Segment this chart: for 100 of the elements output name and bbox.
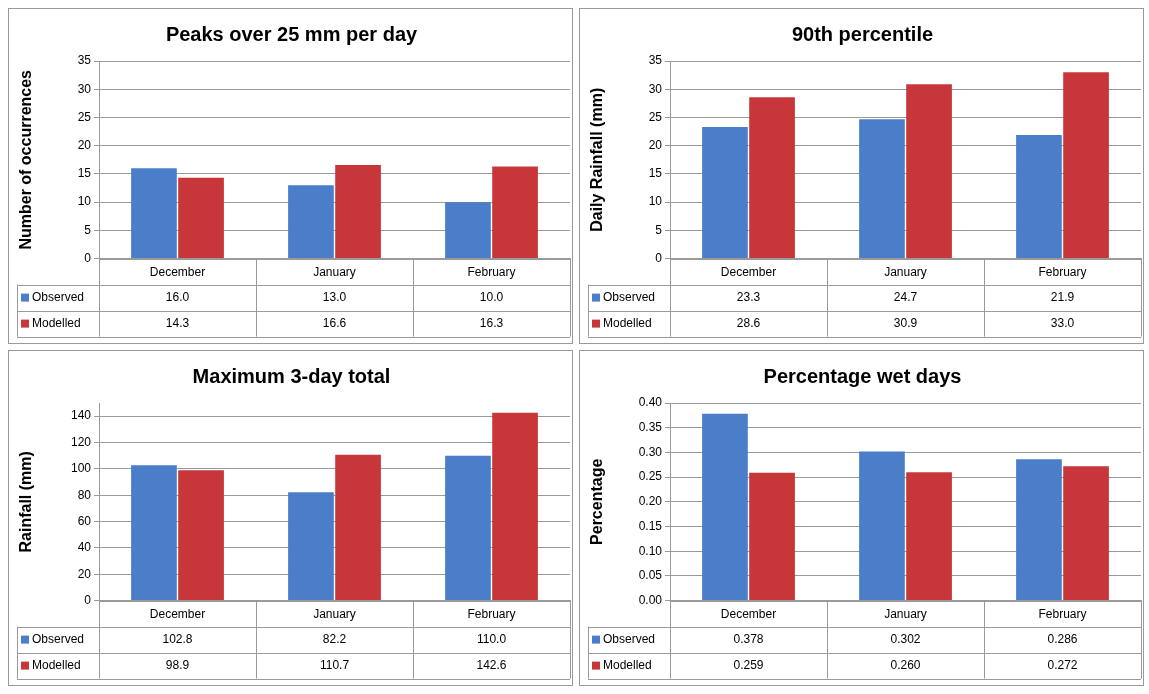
bar	[749, 97, 795, 259]
y-tick-label: 100	[70, 461, 92, 476]
y-tick-label: 40	[77, 540, 92, 555]
y-tick-label: 20	[648, 138, 663, 152]
bar	[288, 185, 334, 259]
data-label: 110.7	[319, 657, 350, 672]
y-tick-label: 5	[655, 222, 663, 237]
y-tick-label: 0	[84, 250, 92, 265]
bar	[131, 168, 177, 259]
y-tick-label: 0.20	[638, 494, 663, 509]
chart-title: 90th percentile	[791, 22, 934, 45]
y-tick-label: 60	[77, 513, 92, 528]
y-tick-label: 120	[70, 434, 92, 449]
legend-label: Modelled	[603, 315, 652, 330]
bar	[178, 470, 224, 601]
y-tick-label: 0.30	[638, 444, 663, 459]
y-axis-title: Percentage	[588, 458, 606, 545]
x-tick-label: December	[720, 607, 777, 622]
y-axis-title: Number of occurrences	[17, 69, 35, 250]
data-label: 10.0	[479, 289, 504, 304]
y-tick-label: 140	[70, 408, 92, 423]
x-tick-label: December	[149, 607, 206, 622]
bar	[445, 202, 491, 259]
x-tick-label: January	[313, 265, 356, 280]
data-label: 102.8	[162, 631, 193, 646]
bar	[492, 412, 538, 601]
bar	[1063, 72, 1109, 259]
legend-label: Observed	[32, 631, 85, 646]
data-label: 98.9	[165, 657, 190, 672]
bar	[859, 119, 905, 259]
y-axis-title: Rainfall (mm)	[17, 451, 35, 553]
x-tick-label: December	[149, 265, 206, 280]
data-label: 16.6	[322, 315, 347, 330]
bar	[749, 472, 795, 601]
y-tick-label: 10	[648, 194, 663, 209]
data-label: 28.6	[736, 315, 761, 330]
bar	[906, 84, 952, 259]
y-tick-label: 35	[648, 53, 663, 68]
data-label: 0.259	[733, 657, 764, 672]
y-tick-label: 5	[84, 222, 92, 237]
y-tick-label: 0.35	[638, 420, 663, 435]
y-tick-label: 0.15	[638, 518, 663, 533]
y-tick-label: 15	[77, 166, 92, 181]
bar	[702, 127, 748, 259]
data-label: 24.7	[893, 289, 918, 304]
y-tick-label: 80	[77, 487, 92, 502]
y-tick-label: 0	[655, 250, 663, 265]
legend-label: Observed	[32, 289, 85, 304]
data-label: 16.0	[165, 289, 190, 304]
data-label: 14.3	[165, 315, 190, 330]
bar	[1016, 459, 1062, 601]
data-label: 30.9	[893, 315, 918, 330]
bar	[445, 455, 491, 601]
y-tick-label: 0.10	[638, 543, 663, 558]
y-tick-label: 20	[77, 566, 92, 581]
y-tick-label: 25	[77, 109, 92, 124]
y-tick-label: 0.40	[638, 395, 663, 410]
y-tick-label: 30	[77, 81, 92, 96]
data-label: 110.0	[476, 631, 507, 646]
chart-title: Maximum 3-day total	[192, 364, 391, 387]
x-tick-label: January	[884, 607, 927, 622]
bar	[1016, 134, 1062, 259]
bar	[492, 166, 538, 259]
data-label: 33.0	[1050, 315, 1075, 330]
y-tick-label: 0	[84, 592, 92, 607]
data-label: 0.378	[733, 631, 764, 646]
y-tick-label: 35	[77, 53, 92, 68]
bar	[178, 177, 224, 259]
data-label: 142.6	[476, 657, 507, 672]
y-tick-label: 15	[648, 166, 663, 181]
x-tick-label: December	[720, 265, 777, 280]
x-tick-label: February	[467, 265, 516, 280]
chart-title: Percentage wet days	[763, 364, 962, 387]
chart-title: Peaks over 25 mm per day	[165, 22, 418, 45]
x-tick-label: February	[1038, 265, 1087, 280]
legend-label: Modelled	[603, 657, 652, 672]
bar	[131, 465, 177, 601]
y-axis-title: Daily Rainfall (mm)	[588, 87, 606, 232]
x-tick-label: January	[313, 607, 356, 622]
legend-label: Observed	[603, 289, 656, 304]
bar	[288, 492, 334, 601]
bar	[906, 472, 952, 601]
x-tick-label: January	[884, 265, 927, 280]
bar	[859, 451, 905, 601]
y-tick-label: 0.25	[638, 469, 663, 484]
data-label: 0.286	[1047, 631, 1078, 646]
data-label: 23.3	[736, 289, 761, 304]
y-tick-label: 30	[648, 81, 663, 96]
data-label: 13.0	[322, 289, 347, 304]
data-label: 82.2	[322, 631, 347, 646]
legend-label: Observed	[603, 631, 656, 646]
y-tick-label: 0.00	[638, 592, 663, 607]
y-tick-label: 0.05	[638, 568, 663, 583]
data-label: 0.302	[890, 631, 921, 646]
legend-label: Modelled	[32, 657, 81, 672]
bar	[702, 413, 748, 601]
bar	[335, 454, 381, 601]
data-label: 0.272	[1047, 657, 1078, 672]
x-tick-label: February	[467, 607, 516, 622]
data-label: 21.9	[1050, 289, 1075, 304]
